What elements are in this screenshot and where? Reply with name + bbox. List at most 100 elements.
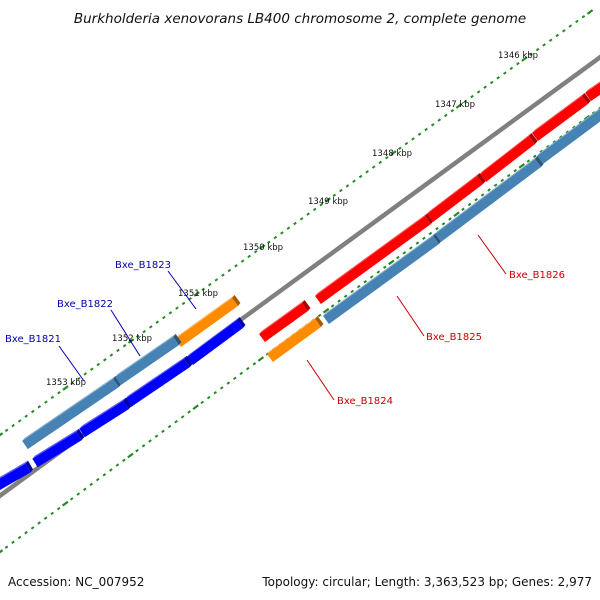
block-top-face [175, 294, 235, 339]
gene-track-block[interactable] [537, 101, 600, 165]
scale-tick-marks [0, 9, 600, 554]
minor-tick [154, 434, 159, 438]
minor-tick [435, 226, 439, 231]
minor-tick [529, 52, 533, 57]
block-end-face [232, 294, 241, 307]
gene-label-bxe-b1824[interactable]: Bxe_B1824 [337, 396, 393, 407]
gene-label-bxe-b1823[interactable]: Bxe_B1823 [115, 260, 171, 271]
block-top-face [79, 397, 126, 429]
minor-tick [246, 366, 250, 371]
cds-forward-block[interactable] [426, 173, 486, 222]
minor-tick [474, 198, 478, 202]
accession-text: Accession: NC_007952 [8, 575, 144, 589]
minor-tick [96, 477, 100, 482]
minor-tick [135, 448, 139, 453]
gene-label-bxe-b1825[interactable]: Bxe_B1825 [426, 332, 482, 343]
cds-forward-block[interactable] [479, 133, 538, 182]
minor-tick [70, 381, 74, 386]
cds-bxe-b1822[interactable] [125, 355, 193, 408]
cds-bxe-b1823[interactable] [187, 316, 246, 366]
minor-tick [122, 343, 127, 348]
minor-tick [513, 169, 518, 173]
callout-bxe-b1821 [58, 345, 85, 382]
callout-bxe-b1823 [167, 270, 197, 310]
block-end-face [582, 92, 591, 105]
minor-tick [356, 284, 361, 289]
block-front-face [175, 297, 238, 348]
minor-tick [476, 90, 481, 94]
minor-tick [17, 419, 22, 423]
block-top-face [187, 316, 240, 357]
minor-tick [219, 386, 224, 390]
block-top-face [267, 315, 318, 354]
genome-summary-text: Topology: circular; Length: 3,363,523 bp… [261, 575, 592, 589]
cds-bxe-b1824[interactable] [259, 299, 311, 343]
minor-tick [109, 468, 113, 472]
callout-bxe-b1826 [477, 234, 507, 275]
major-tick [322, 307, 330, 314]
gene-bxe-b1821[interactable] [22, 375, 122, 450]
minor-tick [345, 184, 350, 188]
block-front-face [323, 235, 439, 325]
minor-tick [213, 390, 217, 395]
minor-tick [369, 275, 374, 279]
callout-bxe-b1825 [396, 295, 425, 337]
minor-tick [430, 123, 435, 127]
block-end-face [476, 173, 486, 184]
minor-tick [214, 278, 219, 282]
gene-label-bxe-b1826[interactable]: Bxe_B1826 [509, 270, 565, 281]
gene-label-bxe-b1821[interactable]: Bxe_B1821 [5, 334, 61, 345]
minor-tick [149, 325, 153, 329]
rna-bxe-b1823[interactable] [175, 294, 241, 348]
minor-tick [43, 516, 48, 520]
gene-label-bxe-b1822[interactable]: Bxe_B1822 [57, 299, 113, 310]
minor-tick [542, 43, 546, 47]
gene-features [0, 75, 600, 495]
minor-tick [378, 160, 382, 165]
gene-bxe-b1826[interactable] [435, 156, 544, 242]
block-end-face [113, 375, 122, 388]
block-top-face [32, 428, 79, 459]
major-tick [518, 163, 525, 169]
minor-tick [11, 540, 15, 545]
cds-reverse-block[interactable] [0, 460, 34, 495]
block-top-face [426, 173, 480, 215]
minor-tick [168, 311, 173, 315]
minor-tick [4, 545, 9, 549]
block-top-face [115, 333, 176, 377]
minor-tick [180, 415, 185, 419]
minor-tick [555, 33, 560, 38]
gene-bxe-b1822[interactable] [115, 333, 182, 386]
block-end-face [123, 397, 132, 410]
major-tick [521, 56, 528, 62]
major-tick [388, 259, 395, 266]
minor-tick [234, 264, 238, 268]
minor-tick [226, 381, 231, 385]
minor-tick [463, 99, 468, 103]
minor-tick [162, 315, 166, 320]
cds-bxe-b1821[interactable] [32, 428, 85, 468]
minor-tick [30, 526, 35, 530]
minor-tick [161, 429, 165, 434]
minor-tick [591, 111, 596, 115]
minor-tick [343, 294, 348, 298]
callout-bxe-b1824 [306, 359, 335, 401]
minor-tick [293, 221, 297, 226]
cds-forward-block[interactable] [585, 75, 600, 102]
minor-tick [11, 423, 15, 428]
cds-reverse-block[interactable] [79, 397, 132, 438]
minor-tick [208, 282, 212, 287]
block-end-face [184, 355, 193, 368]
block-top-face [537, 108, 600, 156]
cds-forward-block[interactable] [532, 92, 591, 142]
minor-tick [422, 236, 426, 240]
cds-bxe-b1825[interactable] [315, 212, 434, 305]
rna-bxe-b1824[interactable] [267, 315, 324, 363]
minor-tick [581, 15, 586, 19]
block-front-face [32, 431, 82, 468]
minor-tick [516, 62, 520, 66]
gene-bxe-b1825[interactable] [323, 232, 442, 325]
minor-tick [17, 535, 22, 540]
minor-tick [116, 348, 120, 353]
minor-tick [83, 372, 87, 376]
